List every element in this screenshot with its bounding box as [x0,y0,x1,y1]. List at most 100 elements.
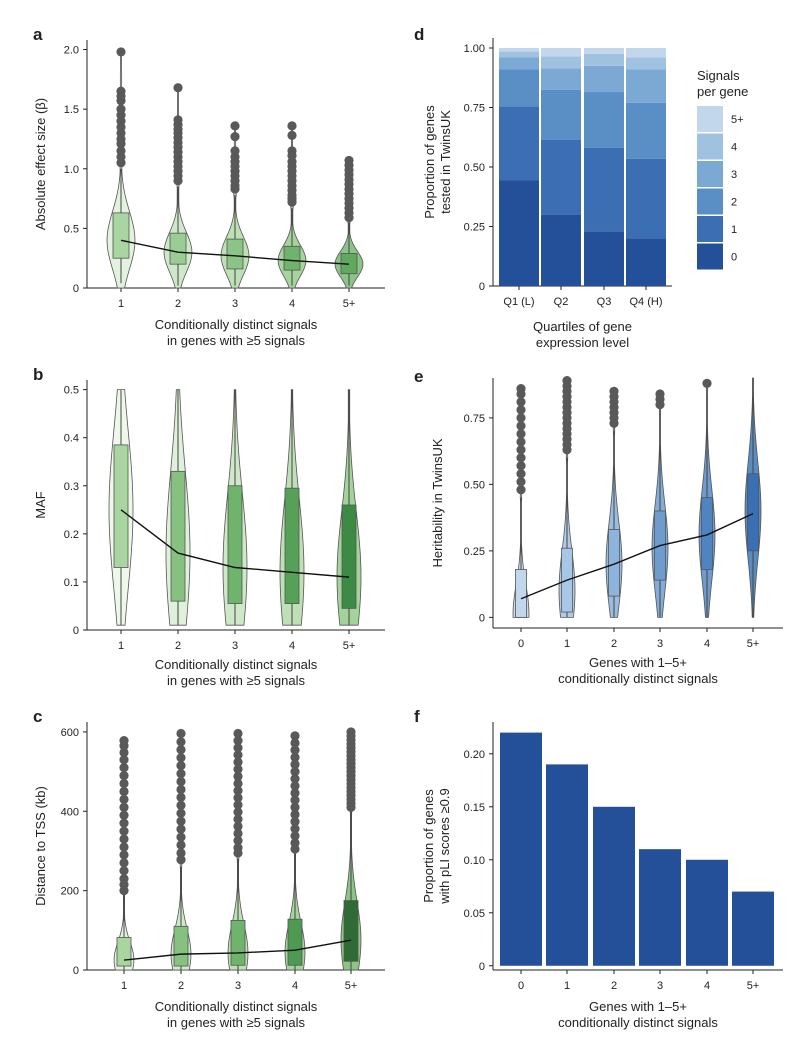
outlier-point [609,418,619,428]
outlier-point [176,768,186,779]
outlier-point [516,445,526,455]
outlier-point [233,814,243,824]
outlier-point [344,213,354,223]
box [701,497,713,570]
x-tick-label: 1 [118,298,124,310]
outlier-point [119,786,129,797]
y-axis-title: with pLI scores ≥0.9 [437,788,452,905]
outlier-point [516,405,526,415]
x-tick-label: 4 [289,640,295,652]
legend-label: 5+ [731,114,744,126]
stacked-bar-segment [626,48,666,58]
outlier-point [233,771,243,781]
outlier-point [290,831,300,841]
median-trend-line [120,239,350,265]
x-axis-title: Quartiles of gene [533,319,632,334]
outlier-point [516,469,526,479]
outlier-point [119,770,129,781]
y-tick-label: 0.75 [464,103,485,115]
x-tick-label: 3 [657,980,663,992]
outlier-point [119,810,129,820]
stacked-bar-segment [499,180,539,286]
legend-swatch [697,216,723,242]
outlier-point [287,121,297,131]
y-tick-label: 2.0 [64,45,79,57]
x-tick-label: 3 [232,298,238,310]
y-tick-label: 0.05 [464,908,485,920]
outlier-point [119,834,129,844]
y-axis-title: Proportion of genes [421,789,436,903]
chart-c: 0 200 400 600 1 2 3 4 5+ Conditionally distinct s… [33,722,385,1030]
outlier-point [287,197,297,207]
y-tick-label: 0.5 [64,223,79,235]
outlier-point [233,848,243,858]
y-tick-label: 0.20 [464,749,485,761]
bar [686,859,728,966]
x-tick-label: 2 [175,640,181,652]
stacked-bar-segment [499,57,539,70]
outlier-point [516,437,526,447]
box [170,470,186,602]
stacked-bar-segment [584,53,624,66]
y-tick-label: 0.25 [464,546,485,558]
panel-label-a: a [33,25,43,44]
box [341,504,357,609]
outlier-point [116,96,126,106]
stacked-bar-segment [499,69,539,107]
stacked-bar-segment [499,51,539,58]
x-tick-label: 5+ [747,980,760,992]
x-tick-label: 3 [235,980,241,992]
outlier-point [290,731,300,741]
box [287,918,303,966]
outlier-point [287,130,297,140]
outlier-point [119,842,129,852]
outlier-point [119,741,129,751]
panel-a: a 0 0.5 1.0 1.5 2.0 1 2 3 4 5+ Conditionally disti… [33,25,385,348]
panel-label-d: d [414,25,424,44]
y-tick-label: 0.3 [64,481,79,493]
y-axis-title: tested in TwinsUK [438,110,453,214]
outlier-point [119,866,129,876]
chart-d: 0 0.25 0.50 0.75 1.00 Q1 (L) Q2 Q3 Q4 (H) Quartil… [422,38,748,350]
outlier-point [233,736,243,746]
stacked-bar-segment [626,238,666,286]
stacked-bar-segment [541,68,581,90]
outlier-point [233,728,243,739]
y-tick-label: 0 [479,281,485,293]
outlier-point [176,824,186,834]
x-axis-title: Genes with 1–5+ [589,999,687,1014]
outlier-point [119,886,129,896]
stacked-bar-segment [584,48,624,54]
stacked-bar-segment [499,106,539,181]
box [284,487,300,604]
outlier-point [230,184,240,194]
outlier-point [116,139,126,149]
y-axis-title: Absolute effect size (β) [33,98,48,230]
legend-title: per gene [697,84,748,99]
outlier-point [290,795,300,805]
y-tick-label: 0 [73,965,79,977]
outlier-point [119,794,129,804]
box [112,212,130,259]
y-tick-label: 0 [73,625,79,637]
x-tick-label: 2 [175,298,181,310]
outlier-point [176,761,186,771]
y-tick-label: 0 [479,961,485,973]
y-tick-label: 400 [61,806,79,818]
x-axis-title: Genes with 1–5+ [589,655,687,670]
outlier-point [290,774,300,784]
chart-a: 0 0.5 1.0 1.5 2.0 1 2 3 4 5+ Conditionally distinc… [33,40,385,348]
outlier-point [233,743,243,753]
bar [732,891,774,966]
stacked-bar-segment [626,69,666,103]
x-axis-title: Conditionally distinct signals [155,657,318,672]
x-tick-label: 5+ [747,638,760,650]
x-tick-label: 4 [704,980,710,992]
outlier-point [290,752,300,762]
box [173,925,189,967]
outlier-point [516,461,526,471]
x-tick-label: 4 [292,980,298,992]
legend-swatch [697,243,723,270]
y-tick-label: 0.25 [464,222,485,234]
outlier-point [290,809,300,820]
